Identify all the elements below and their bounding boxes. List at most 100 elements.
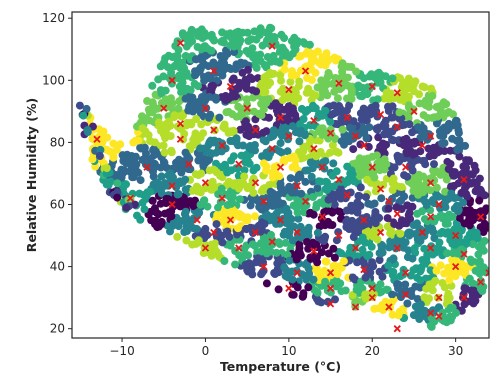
data-point bbox=[311, 91, 320, 100]
data-point bbox=[259, 185, 268, 193]
x-tick-label: 0 bbox=[202, 344, 210, 358]
y-axis-label: Relative Humidity (%) bbox=[24, 98, 39, 252]
data-point bbox=[272, 170, 281, 179]
data-point bbox=[316, 177, 325, 186]
data-point bbox=[160, 58, 169, 67]
data-point bbox=[286, 174, 295, 183]
data-point bbox=[217, 184, 226, 193]
data-point bbox=[249, 174, 258, 183]
data-point bbox=[483, 223, 489, 232]
data-point bbox=[116, 140, 125, 149]
cluster-center-marker bbox=[168, 182, 176, 190]
data-point bbox=[395, 221, 404, 230]
data-point bbox=[262, 279, 271, 288]
cluster-center-marker bbox=[460, 176, 468, 184]
data-point bbox=[235, 251, 244, 260]
cluster-center-marker bbox=[168, 76, 176, 84]
data-point bbox=[198, 56, 207, 65]
cluster-center-marker bbox=[193, 216, 201, 224]
y-tick-label: 80 bbox=[50, 135, 65, 149]
data-point bbox=[201, 42, 210, 51]
data-point bbox=[228, 110, 237, 119]
data-point bbox=[252, 63, 261, 72]
data-point bbox=[409, 150, 417, 159]
data-point bbox=[243, 28, 252, 37]
data-point bbox=[465, 212, 474, 221]
data-point bbox=[356, 109, 365, 118]
data-point bbox=[277, 131, 286, 140]
data-point bbox=[399, 237, 407, 246]
cluster-center-marker bbox=[393, 244, 401, 252]
cluster-center-marker bbox=[176, 135, 185, 143]
data-point bbox=[373, 95, 382, 104]
data-point bbox=[331, 261, 339, 270]
cluster-center-marker bbox=[401, 163, 410, 171]
data-point bbox=[323, 91, 332, 100]
data-point bbox=[453, 201, 461, 210]
data-point bbox=[256, 24, 265, 33]
data-point bbox=[261, 234, 269, 243]
data-point bbox=[401, 280, 410, 289]
data-point bbox=[412, 311, 421, 320]
data-point bbox=[295, 137, 304, 146]
data-point bbox=[301, 166, 310, 175]
data-point bbox=[138, 124, 147, 133]
data-point bbox=[300, 208, 308, 217]
data-point bbox=[467, 286, 476, 295]
cluster-center-marker bbox=[410, 107, 418, 115]
data-point bbox=[409, 221, 418, 230]
data-point bbox=[313, 47, 322, 56]
cluster-center-marker bbox=[218, 141, 226, 150]
data-point bbox=[282, 204, 291, 213]
cluster-center-marker bbox=[393, 210, 401, 218]
data-point bbox=[235, 38, 244, 47]
data-point bbox=[388, 290, 397, 299]
data-point bbox=[222, 30, 231, 39]
cluster-centers bbox=[93, 39, 489, 333]
data-point bbox=[441, 187, 450, 196]
cluster-center-marker bbox=[226, 216, 235, 224]
data-point bbox=[306, 121, 315, 130]
data-point bbox=[175, 155, 183, 164]
data-point bbox=[403, 299, 412, 308]
data-point bbox=[370, 173, 379, 182]
data-point bbox=[370, 304, 379, 313]
data-point bbox=[321, 277, 330, 286]
data-point bbox=[207, 251, 216, 260]
data-point bbox=[446, 303, 455, 312]
data-point bbox=[200, 76, 209, 85]
data-point bbox=[146, 187, 155, 196]
data-point bbox=[321, 106, 330, 115]
data-point bbox=[295, 77, 304, 86]
cluster-center-marker bbox=[210, 228, 218, 237]
data-point bbox=[355, 154, 364, 163]
data-point bbox=[303, 238, 311, 246]
data-point bbox=[358, 83, 367, 92]
cluster-center-marker bbox=[452, 262, 460, 271]
data-point bbox=[405, 101, 413, 110]
data-point bbox=[404, 216, 413, 224]
data-point bbox=[450, 168, 459, 177]
scatter-points bbox=[75, 23, 489, 331]
data-point bbox=[329, 244, 338, 253]
data-point bbox=[275, 147, 284, 156]
data-point bbox=[452, 116, 461, 125]
data-point bbox=[257, 205, 266, 214]
data-point bbox=[258, 268, 267, 277]
data-point bbox=[424, 225, 433, 234]
cluster-center-marker bbox=[235, 244, 243, 252]
data-point bbox=[228, 34, 237, 43]
data-point bbox=[299, 115, 308, 123]
x-axis-ticks: −10 0 10 20 30 bbox=[109, 338, 463, 358]
data-point bbox=[332, 236, 341, 245]
data-point bbox=[150, 151, 158, 160]
data-point bbox=[405, 84, 414, 92]
data-point bbox=[261, 211, 270, 220]
cluster-center-marker bbox=[276, 216, 285, 224]
cluster-center-marker bbox=[376, 185, 385, 193]
data-point bbox=[205, 113, 213, 122]
data-point bbox=[388, 186, 397, 194]
data-point bbox=[148, 196, 157, 205]
data-point bbox=[277, 30, 286, 39]
data-point bbox=[240, 166, 249, 175]
